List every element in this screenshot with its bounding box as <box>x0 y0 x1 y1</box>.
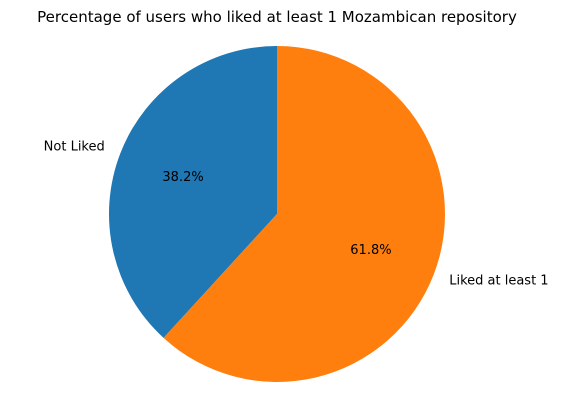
slice-category-label: Liked at least 1 <box>449 273 548 288</box>
pie-labels: 38.2% Not Liked 61.8% Liked at least 1 <box>44 140 549 289</box>
slice-percent-label: 61.8% <box>350 243 391 258</box>
chart-title: Percentage of users who liked at least 1… <box>37 8 517 26</box>
slice-category-label: Not Liked <box>44 140 105 155</box>
slice-percent-label: 38.2% <box>162 170 203 185</box>
pie-slice-2 <box>163 46 446 382</box>
pie-slices <box>109 46 446 382</box>
pie-slice-1 <box>109 46 277 338</box>
